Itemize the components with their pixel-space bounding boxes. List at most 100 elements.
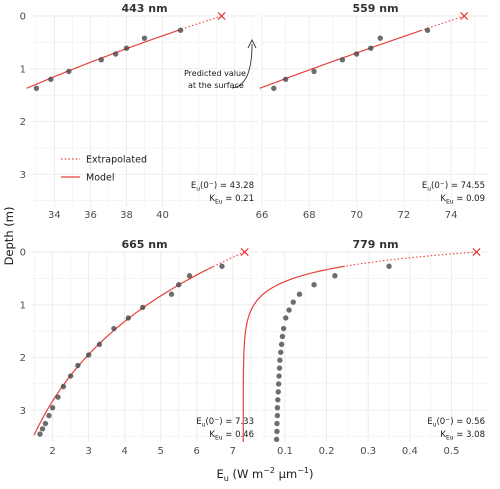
data-point [60, 383, 67, 390]
x-tick-label: 7 [230, 446, 236, 457]
data-point [290, 299, 296, 305]
data-point [339, 57, 346, 63]
surface-marker [472, 247, 481, 257]
surface-callout: Predicted value at the surface [184, 38, 257, 90]
x-tick-label: 36 [84, 210, 97, 221]
data-point [277, 357, 283, 363]
x-tick-label: 38 [120, 210, 133, 221]
data-point [332, 273, 338, 279]
annotation-e0: Eu(0−) = 0.56 [427, 416, 485, 429]
data-point [274, 420, 280, 427]
data-point [186, 273, 193, 279]
data-point [176, 282, 182, 288]
data-point [48, 76, 54, 83]
x-tick-label: 0.4 [402, 446, 418, 457]
x-tick-label: 70 [350, 210, 363, 221]
data-point [296, 291, 303, 297]
data-point [33, 85, 40, 92]
callout-arrowhead [247, 38, 257, 49]
data-point [177, 27, 184, 33]
x-tick-label: 72 [398, 210, 411, 221]
x-tick-label: 0.3 [360, 446, 376, 457]
x-tick-label: 3 [85, 446, 91, 457]
annotation-k: KEu = 0.21 [209, 194, 254, 206]
data-point [424, 27, 431, 33]
data-point [42, 420, 49, 427]
data-point [271, 85, 277, 92]
data-point [368, 45, 374, 51]
data-point [46, 412, 52, 419]
annotation-k: KEu = 0.09 [440, 194, 485, 206]
data-point [283, 315, 289, 321]
surface-marker [217, 11, 226, 21]
surface-marker [460, 11, 469, 21]
annotation-k: KEu = 3.08 [440, 430, 485, 442]
y-tick-label: 3 [20, 406, 26, 417]
model-curve [242, 265, 345, 442]
data-point [125, 315, 131, 321]
annotation-e0: Eu(0−) = 74.55 [422, 180, 485, 193]
x-tick-label: 66 [256, 210, 269, 221]
legend-label-extrapolated: Extrapolated [86, 155, 147, 166]
y-tick-label: 0 [20, 248, 26, 259]
callout-line-1: Predicted value [184, 69, 246, 78]
annotation-k: KEu = 0.46 [209, 430, 254, 442]
extrapolated-curve [178, 15, 222, 31]
data-point [273, 436, 280, 443]
y-tick-label: 0 [20, 12, 26, 23]
x-tick-label: 74 [445, 210, 458, 221]
x-tick-label: 2 [49, 446, 55, 457]
data-point [67, 373, 74, 379]
x-tick-label: 0.1 [277, 446, 293, 457]
y-tick-label: 1 [20, 64, 26, 75]
data-point [219, 263, 225, 269]
legend: Extrapolated Model [61, 155, 147, 184]
data-point [275, 381, 282, 387]
data-point [386, 263, 392, 269]
data-point [275, 389, 281, 395]
data-point [49, 404, 56, 411]
x-tick-label: 34 [48, 210, 61, 221]
callout-arrow [231, 43, 253, 89]
extrapolated-curve [213, 251, 245, 267]
data-point [85, 352, 92, 358]
surface-marker [240, 247, 249, 257]
data-point [278, 349, 284, 355]
model-curve [33, 265, 215, 436]
data-point [111, 325, 117, 332]
data-point [96, 341, 103, 348]
data-point [274, 404, 281, 411]
data-point [274, 412, 281, 419]
callout-line-2: at the surface [188, 81, 244, 90]
data-point [139, 304, 146, 311]
data-point [276, 365, 283, 371]
legend-label-model: Model [86, 173, 115, 184]
data-point [112, 51, 119, 57]
data-point [282, 76, 289, 83]
panel-title: 443 nm [121, 2, 167, 15]
x-tick-label: 0.2 [319, 446, 335, 457]
data-point [286, 307, 292, 313]
panel-title: 779 nm [352, 238, 398, 251]
data-point [278, 341, 285, 348]
y-tick-label: 3 [20, 170, 26, 181]
data-point [98, 57, 104, 63]
data-point [274, 428, 280, 435]
data-point [276, 373, 282, 379]
annotation-e0: Eu(0−) = 7.33 [196, 416, 254, 429]
data-point [37, 431, 43, 437]
data-point [123, 45, 130, 51]
x-axis-title: Eu (W m−2 μm−1) [216, 466, 313, 483]
y-tick-label: 1 [20, 300, 26, 311]
data-point [168, 291, 175, 297]
y-tick-label: 2 [20, 117, 26, 128]
annotation-e0: Eu(0−) = 43.28 [191, 180, 254, 193]
data-point [311, 282, 317, 288]
x-tick-label: 40 [156, 210, 169, 221]
panel-title: 559 nm [352, 2, 398, 15]
